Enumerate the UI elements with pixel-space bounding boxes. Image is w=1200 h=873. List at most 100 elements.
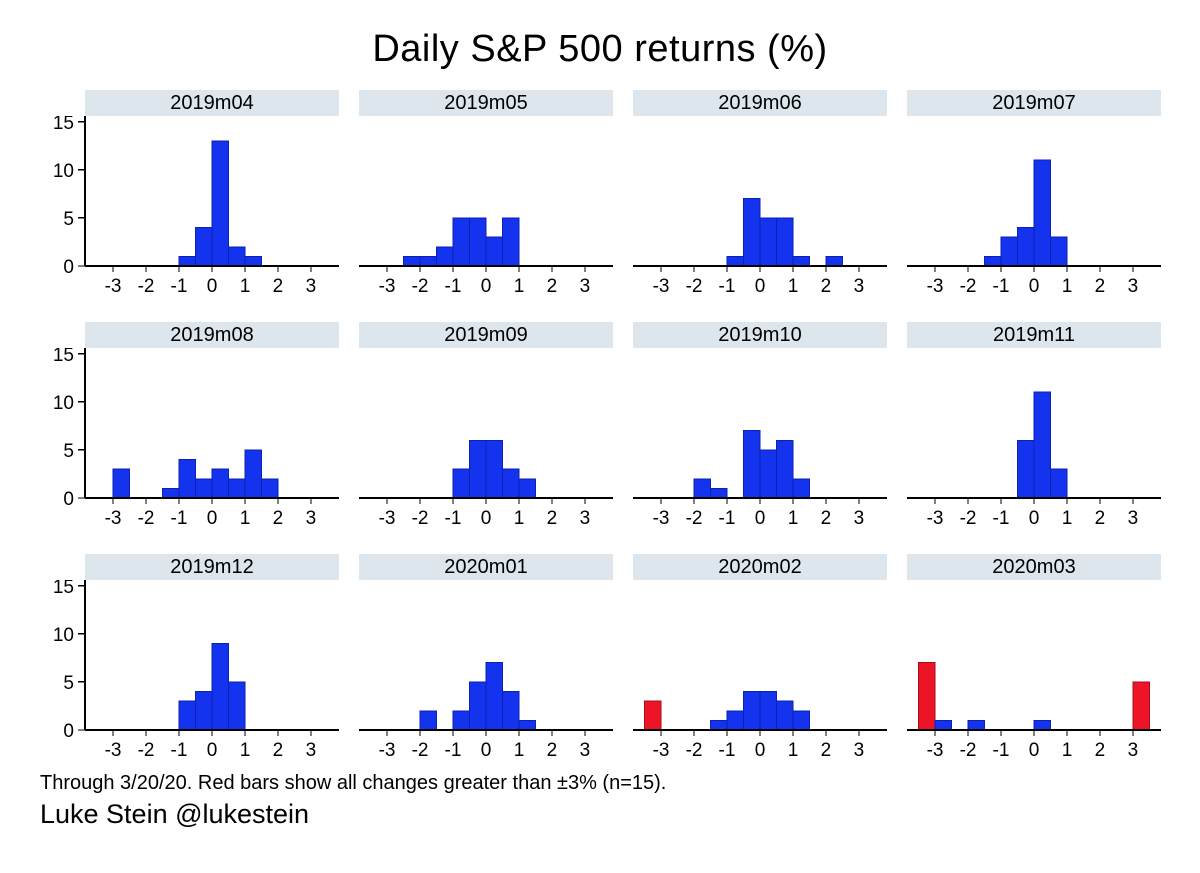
x-tick-label: 0 <box>207 276 218 297</box>
y-tick-label: 5 <box>63 441 74 462</box>
x-tick-label: 3 <box>580 508 591 529</box>
histogram-bar <box>178 700 196 731</box>
x-tick-label: 2 <box>1095 508 1106 529</box>
y-tick-label: 0 <box>63 721 74 742</box>
x-tick-label: -1 <box>993 276 1010 297</box>
x-tick-label: 3 <box>580 740 591 761</box>
x-tick-label: -3 <box>927 276 944 297</box>
x-tick-label: -1 <box>445 740 462 761</box>
histogram-bar <box>934 719 953 731</box>
histogram-bar <box>792 255 810 267</box>
histogram-bar <box>710 487 728 499</box>
x-tick-label: 3 <box>854 276 865 297</box>
x-tick-label: 0 <box>1029 740 1040 761</box>
x-tick-label: -1 <box>993 508 1010 529</box>
histogram-bar <box>1017 227 1035 267</box>
histogram-bar <box>1033 159 1051 267</box>
subplot-title: 2019m06 <box>633 90 887 116</box>
y-tick-label: 10 <box>53 161 74 182</box>
x-tick-label: 2 <box>821 276 832 297</box>
histogram-bar <box>485 662 503 731</box>
x-tick-label: 2 <box>821 740 832 761</box>
histogram-grid: 2019m04 -3 -2 -1 0 1 2 3 0 5 10 15 2019m05 -3 -2 -1 0 1 2 3… <box>0 90 1200 762</box>
subplot-2020m01: 2020m01 -3 -2 -1 0 1 2 3 <box>359 554 613 762</box>
x-tick-label: 2 <box>821 508 832 529</box>
subplot-title: 2019m08 <box>85 322 339 348</box>
x-tick-label: -3 <box>379 740 396 761</box>
histogram-bar <box>825 255 843 267</box>
histogram-bar <box>195 478 213 499</box>
histogram-bar <box>485 439 503 499</box>
x-tick-label: 3 <box>854 740 865 761</box>
histogram-bar <box>469 217 487 267</box>
histogram-bar <box>112 468 131 499</box>
x-tick-label: -3 <box>927 508 944 529</box>
x-tick-label: -2 <box>686 276 703 297</box>
x-tick-label: -1 <box>171 740 188 761</box>
histogram-bar <box>792 478 810 499</box>
x-tick-label: -1 <box>171 508 188 529</box>
histogram-bar <box>644 700 662 731</box>
x-tick-label: -3 <box>927 740 944 761</box>
histogram-plot: -3 -2 -1 0 1 2 3 <box>907 159 1161 297</box>
histogram-plot: -3 -2 -1 0 1 2 3 0 5 10 15 <box>53 348 339 529</box>
y-tick-label: 5 <box>63 673 74 694</box>
x-tick-label: 1 <box>514 740 525 761</box>
x-tick-label: 3 <box>580 276 591 297</box>
x-tick-label: -3 <box>653 276 670 297</box>
histogram-plot: -3 -2 -1 0 1 2 3 <box>907 662 1161 761</box>
x-tick-label: 0 <box>1029 276 1040 297</box>
x-tick-label: -2 <box>412 276 429 297</box>
x-tick-label: 1 <box>514 508 525 529</box>
x-tick-label: 1 <box>788 276 799 297</box>
histogram-bar <box>178 255 196 267</box>
subplot-title: 2019m05 <box>359 90 613 116</box>
histogram-bar <box>436 246 454 267</box>
x-tick-label: -1 <box>719 740 736 761</box>
histogram-bar <box>469 439 487 499</box>
y-tick-label: 5 <box>63 209 74 230</box>
histogram-bar <box>211 642 229 731</box>
x-tick-label: 2 <box>547 276 558 297</box>
histogram-bar <box>244 449 262 499</box>
histogram-bar <box>967 719 986 731</box>
histogram-bar <box>1033 719 1051 731</box>
histogram-bar <box>227 681 246 731</box>
histogram-bar <box>743 691 761 731</box>
x-tick-label: 1 <box>788 508 799 529</box>
histogram-bar <box>1033 391 1051 499</box>
x-tick-label: 0 <box>481 276 492 297</box>
x-tick-label: -2 <box>138 740 155 761</box>
y-tick-label: 15 <box>53 348 74 366</box>
x-tick-label: 0 <box>755 508 766 529</box>
x-tick-label: 1 <box>240 276 251 297</box>
y-tick-label: 0 <box>63 257 74 278</box>
histogram-bar <box>501 217 520 267</box>
x-tick-label: -3 <box>105 508 122 529</box>
histogram-bar <box>775 439 794 499</box>
subplot-2019m11: 2019m11 -3 -2 -1 0 1 2 3 <box>907 322 1161 530</box>
x-tick-label: -1 <box>445 508 462 529</box>
histogram-plot: -3 -2 -1 0 1 2 3 0 5 10 15 <box>53 116 339 297</box>
x-tick-label: 0 <box>755 276 766 297</box>
histogram-bar <box>452 468 471 499</box>
caption-credit: Luke Stein @lukestein <box>40 799 310 829</box>
x-tick-label: 1 <box>240 508 251 529</box>
histogram-bar <box>1000 236 1019 267</box>
subplot-2019m10: 2019m10 -3 -2 -1 0 1 2 3 <box>633 322 887 530</box>
x-tick-label: -1 <box>445 276 462 297</box>
x-tick-label: 1 <box>1062 508 1073 529</box>
y-tick-label: 0 <box>63 489 74 510</box>
histogram-bar <box>726 255 745 267</box>
subplot-title: 2020m03 <box>907 554 1161 580</box>
x-tick-label: -3 <box>653 508 670 529</box>
histogram-bar <box>419 255 438 267</box>
x-tick-label: 1 <box>240 740 251 761</box>
histogram-bar <box>743 198 761 267</box>
x-tick-label: -1 <box>171 276 188 297</box>
x-tick-label: -2 <box>960 276 977 297</box>
histogram-bar <box>419 710 438 731</box>
x-tick-label: 0 <box>481 508 492 529</box>
subplot-title: 2019m04 <box>85 90 339 116</box>
histogram-bar <box>211 468 229 499</box>
